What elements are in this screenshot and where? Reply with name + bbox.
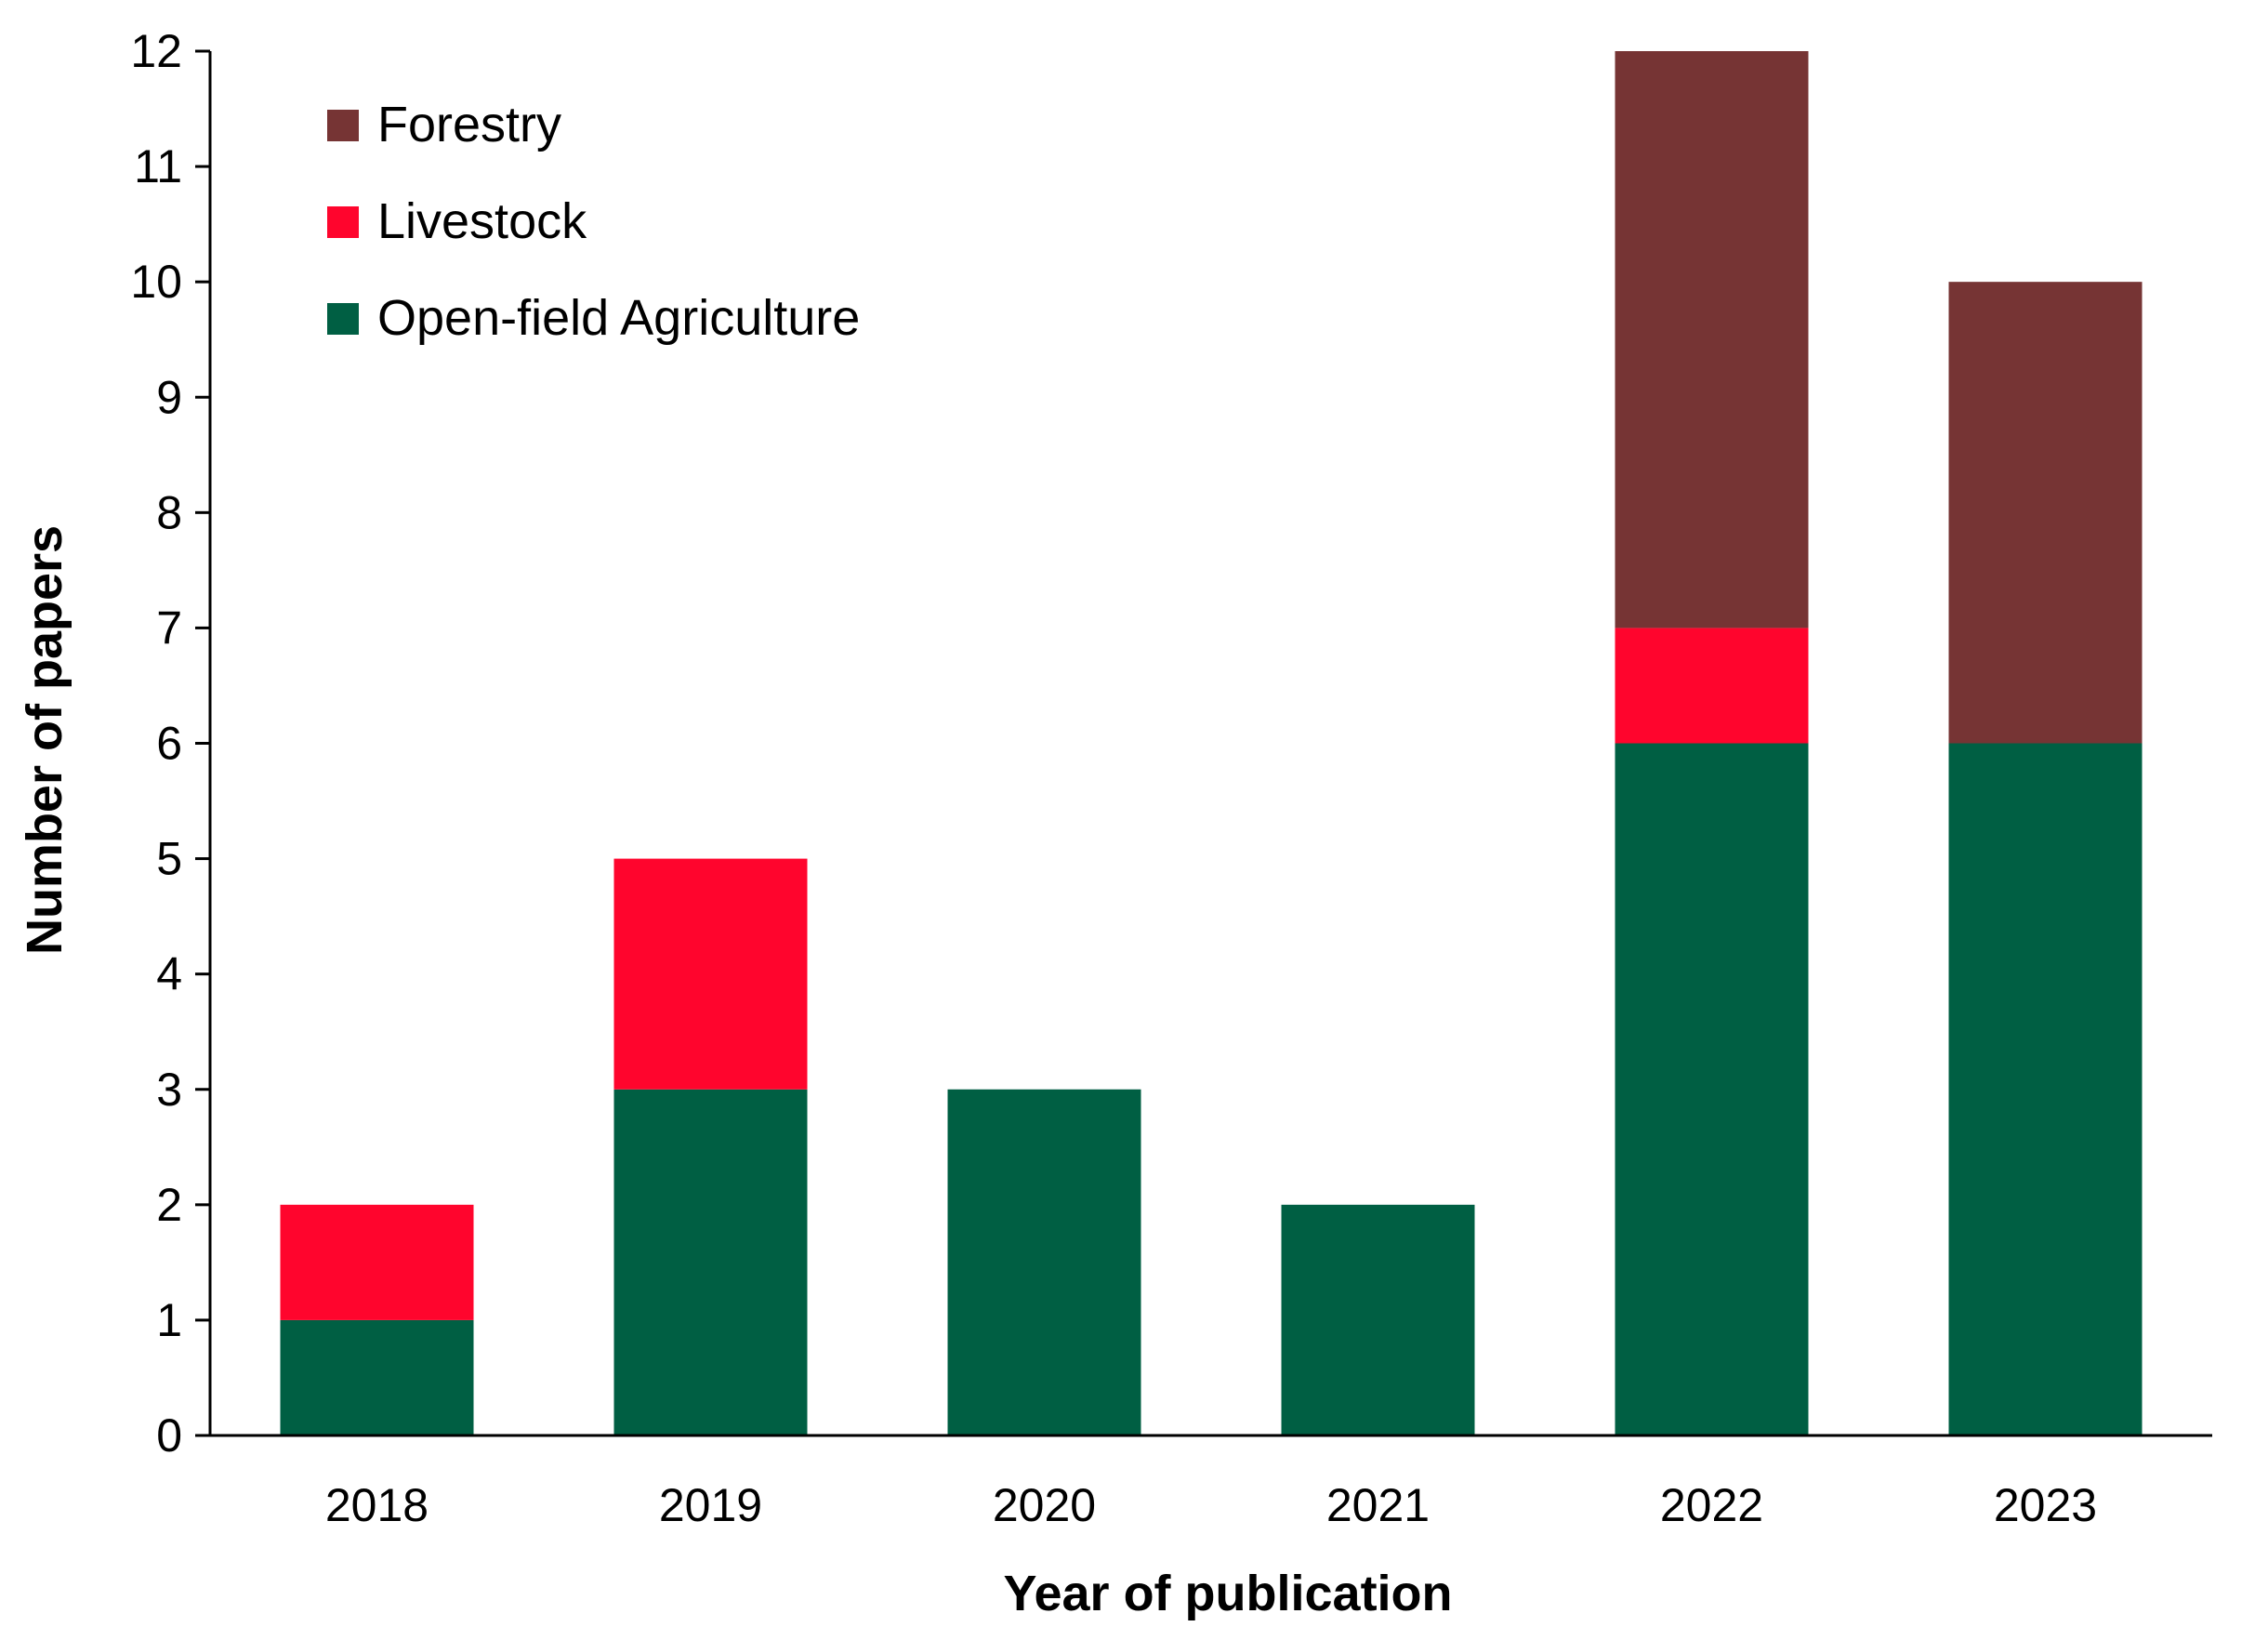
y-tick-label-12: 12	[130, 25, 182, 77]
x-tick-label-2019: 2019	[659, 1479, 762, 1531]
y-tick-label-6: 6	[156, 718, 182, 770]
x-tick-label-2018: 2018	[325, 1479, 429, 1531]
y-tick-label-7: 7	[156, 602, 182, 654]
x-tick-label-2021: 2021	[1326, 1479, 1430, 1531]
bar-livestock-2022	[1615, 628, 1809, 744]
bars-layer	[280, 51, 2143, 1435]
y-tick-label-2: 2	[156, 1179, 182, 1231]
y-axis-title: Number of papers	[17, 525, 73, 955]
bar-livestock-2018	[280, 1204, 474, 1320]
bar-open-field-agriculture-2020	[947, 1089, 1141, 1435]
legend-label-open-field-agriculture: Open-field Agriculture	[377, 290, 860, 346]
legend-swatch-open-field-agriculture	[327, 303, 359, 335]
y-tick-label-4: 4	[156, 948, 182, 1000]
axes-layer	[208, 51, 2212, 1437]
legend-swatch-livestock	[327, 206, 359, 238]
x-tick-label-2022: 2022	[1660, 1479, 1763, 1531]
bar-forestry-2023	[1948, 282, 2143, 744]
bar-open-field-agriculture-2021	[1281, 1204, 1475, 1435]
bar-forestry-2022	[1615, 51, 1809, 628]
y-tick-label-10: 10	[130, 256, 182, 308]
bar-open-field-agriculture-2018	[280, 1319, 474, 1435]
y-tick-label-8: 8	[156, 486, 182, 538]
y-tick-label-9: 9	[156, 371, 182, 423]
bar-livestock-2019	[613, 858, 808, 1090]
y-tick-label-1: 1	[156, 1294, 182, 1346]
y-tick-label-11: 11	[134, 140, 182, 192]
y-tick-label-0: 0	[156, 1409, 182, 1461]
x-tick-label-2023: 2023	[1994, 1479, 2097, 1531]
legend-label-forestry: Forestry	[377, 97, 561, 152]
bar-open-field-agriculture-2019	[613, 1089, 808, 1435]
bar-open-field-agriculture-2023	[1948, 743, 2143, 1435]
x-tick-label-2020: 2020	[993, 1479, 1096, 1531]
legend-label-livestock: Livestock	[377, 193, 587, 249]
legend: Forestry Livestock Open-field Agriculture	[327, 97, 860, 346]
bar-open-field-agriculture-2022	[1615, 743, 1809, 1435]
x-axis-title: Year of publication	[1003, 1566, 1452, 1621]
y-tick-label-5: 5	[156, 833, 182, 885]
legend-swatch-forestry	[327, 110, 359, 141]
y-tick-label-3: 3	[156, 1064, 182, 1116]
